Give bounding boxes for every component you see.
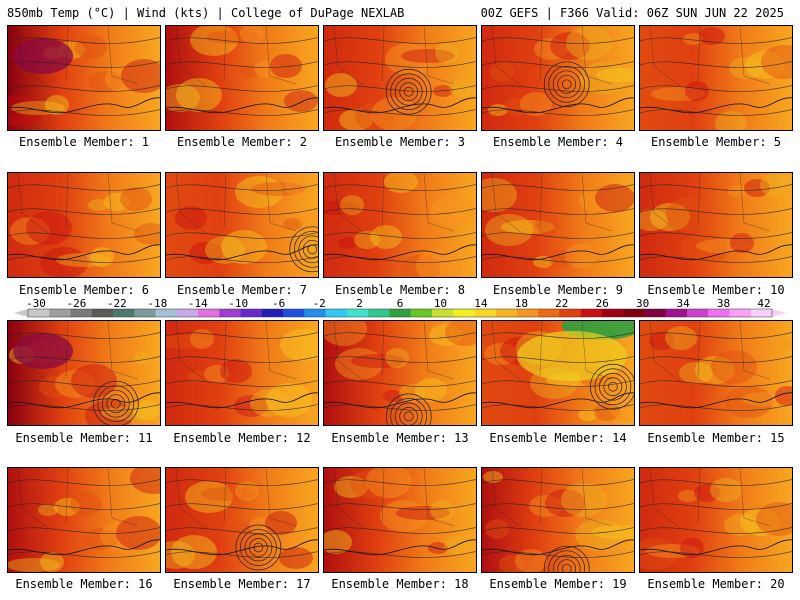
ensemble-member-map — [7, 320, 161, 426]
colorbar-swatch — [601, 309, 624, 317]
colorbar-swatch — [410, 309, 433, 317]
ensemble-member-label: Ensemble Member: 11 — [15, 431, 153, 445]
ensemble-member-map — [323, 172, 477, 278]
ensemble-member-map — [323, 25, 477, 131]
colorbar-tick-label: -10 — [228, 298, 248, 310]
colorbar-tick-label: 6 — [397, 298, 404, 310]
colorbar-swatch — [113, 309, 135, 317]
ensemble-member-map — [481, 25, 635, 131]
ensemble-member-map — [639, 172, 793, 278]
ensemble-member-map — [165, 467, 319, 573]
ensemble-member-label: Ensemble Member: 13 — [331, 431, 469, 445]
ensemble-member-label: Ensemble Member: 19 — [489, 577, 627, 591]
ensemble-member-label: Ensemble Member: 10 — [647, 283, 785, 297]
colorbar-swatch — [516, 309, 539, 317]
colorbar-tick-label: -2 — [312, 298, 325, 310]
colorbar-swatch — [368, 309, 390, 317]
ensemble-member-map — [165, 172, 319, 278]
colorbar-swatch — [325, 309, 348, 317]
ensemble-member-label: Ensemble Member: 14 — [489, 431, 627, 445]
colorbar-tick-label: -6 — [272, 298, 285, 310]
colorbar-swatch — [665, 309, 688, 317]
colorbar-swatch — [240, 309, 263, 317]
colorbar-tick-label: 34 — [676, 298, 690, 310]
ensemble-member-label: Ensemble Member: 7 — [176, 283, 308, 297]
model-valid-time: 00Z GEFS | F366 Valid: 06Z SUN JUN 22 20… — [480, 6, 784, 20]
ensemble-member-label: Ensemble Member: 12 — [173, 431, 311, 445]
ensemble-member-map — [7, 467, 161, 573]
colorbar-swatch — [283, 309, 305, 317]
colorbar-swatch — [261, 309, 284, 317]
colorbar-tick-label: 10 — [434, 298, 447, 310]
ensemble-member-map — [7, 172, 161, 278]
temperature-colorbar: -30 -26 -22 -18 -14 -10 -6 -2 2 6 10 14 18 22 26 30 34 38… — [14, 298, 786, 318]
colorbar-tick-label: -26 — [67, 298, 87, 310]
colorbar-swatch — [495, 309, 518, 317]
colorbar-swatch — [559, 309, 582, 317]
ensemble-member-label: Ensemble Member: 3 — [334, 135, 466, 149]
ensemble-member-map — [323, 320, 477, 426]
colorbar-tick-label: 30 — [636, 298, 649, 310]
ensemble-member-map — [323, 467, 477, 573]
colorbar-swatch — [389, 309, 412, 317]
colorbar-swatch — [580, 309, 603, 317]
colorbar-swatch — [431, 309, 454, 317]
colorbar-swatch — [134, 309, 157, 317]
colorbar-tick-label: 22 — [555, 298, 568, 310]
colorbar-tick-label: -18 — [147, 298, 167, 310]
colorbar-right-arrow — [772, 309, 786, 317]
colorbar-swatch — [708, 309, 730, 317]
ensemble-member-label: Ensemble Member: 20 — [647, 577, 785, 591]
ensemble-member-label: Ensemble Member: 6 — [18, 283, 150, 297]
colorbar-swatch — [538, 309, 560, 317]
ensemble-member-label: Ensemble Member: 2 — [176, 135, 308, 149]
ensemble-member-map — [481, 320, 635, 426]
colorbar-swatch — [750, 309, 773, 317]
colorbar-tick-label: 26 — [596, 298, 609, 310]
ensemble-member-map — [639, 320, 793, 426]
ensemble-member-map — [481, 467, 635, 573]
ensemble-member-label: Ensemble Member: 15 — [647, 431, 785, 445]
colorbar-tick-label: -30 — [26, 298, 46, 310]
colorbar-swatch — [219, 309, 242, 317]
colorbar-swatch — [644, 309, 667, 317]
colorbar-swatch — [346, 309, 369, 317]
colorbar-swatch — [49, 309, 72, 317]
colorbar-swatch — [474, 309, 497, 317]
colorbar-tick-label: 18 — [515, 298, 528, 310]
map-title: 850mb Temp (°C) | Wind (kts) | College o… — [7, 6, 405, 20]
ensemble-member-map — [7, 25, 161, 131]
colorbar-swatch — [70, 309, 93, 317]
ensemble-member-label: Ensemble Member: 4 — [492, 135, 624, 149]
ensemble-member-label: Ensemble Member: 16 — [15, 577, 153, 591]
colorbar-swatch — [729, 309, 752, 317]
colorbar-swatch — [686, 309, 709, 317]
colorbar-swatch — [155, 309, 178, 317]
ensemble-member-label: Ensemble Member: 1 — [18, 135, 150, 149]
ensemble-member-map — [165, 25, 319, 131]
colorbar-left-arrow — [14, 309, 28, 317]
colorbar-tick-label: 38 — [717, 298, 730, 310]
colorbar-swatch — [304, 309, 327, 317]
colorbar-swatch — [198, 309, 220, 317]
colorbar-tick-label: -22 — [107, 298, 127, 310]
ensemble-member-label: Ensemble Member: 8 — [334, 283, 466, 297]
ensemble-member-label: Ensemble Member: 5 — [650, 135, 782, 149]
colorbar-swatch — [91, 309, 114, 317]
colorbar-tick-label: -14 — [188, 298, 208, 310]
colorbar-swatch — [28, 309, 50, 317]
ensemble-member-map — [165, 320, 319, 426]
colorbar-swatch — [623, 309, 645, 317]
colorbar-swatch — [453, 309, 475, 317]
ensemble-member-label: Ensemble Member: 17 — [173, 577, 311, 591]
ensemble-member-label: Ensemble Member: 18 — [331, 577, 469, 591]
colorbar-swatch — [176, 309, 199, 317]
ensemble-member-map — [639, 467, 793, 573]
colorbar-tick-label: 2 — [356, 298, 363, 310]
ensemble-member-label: Ensemble Member: 9 — [492, 283, 624, 297]
ensemble-member-map — [639, 25, 793, 131]
ensemble-member-map — [481, 172, 635, 278]
colorbar-tick-label: 42 — [757, 298, 770, 310]
colorbar-tick-label: 14 — [474, 298, 488, 310]
